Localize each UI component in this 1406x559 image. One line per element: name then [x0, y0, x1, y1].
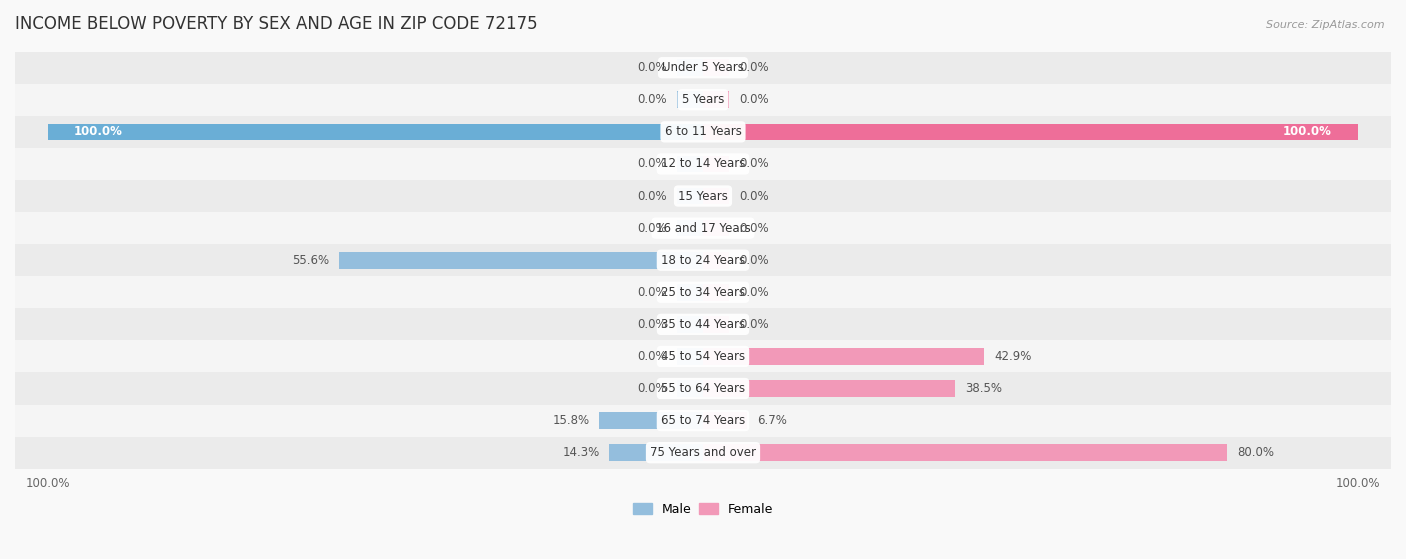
Text: 18 to 24 Years: 18 to 24 Years	[661, 254, 745, 267]
Text: 0.0%: 0.0%	[637, 382, 666, 395]
Text: 0.0%: 0.0%	[740, 221, 769, 235]
Bar	[15, 84, 1391, 116]
Bar	[609, 444, 703, 461]
Text: 0.0%: 0.0%	[740, 254, 769, 267]
Bar	[15, 405, 1391, 437]
Text: 0.0%: 0.0%	[740, 93, 769, 106]
Text: Under 5 Years: Under 5 Years	[662, 61, 744, 74]
Bar	[703, 220, 730, 236]
Bar	[676, 188, 703, 205]
Bar	[15, 309, 1391, 340]
Bar	[15, 340, 1391, 372]
Text: 0.0%: 0.0%	[637, 190, 666, 202]
Text: 45 to 54 Years: 45 to 54 Years	[661, 350, 745, 363]
Bar	[15, 244, 1391, 276]
Text: 65 to 74 Years: 65 to 74 Years	[661, 414, 745, 427]
Text: 6 to 11 Years: 6 to 11 Years	[665, 125, 741, 139]
Bar	[703, 412, 747, 429]
Bar	[676, 220, 703, 236]
Text: 0.0%: 0.0%	[740, 190, 769, 202]
Text: 25 to 34 Years: 25 to 34 Years	[661, 286, 745, 299]
Bar	[676, 380, 703, 397]
Text: 0.0%: 0.0%	[740, 286, 769, 299]
Legend: Male, Female: Male, Female	[628, 498, 778, 521]
Bar	[703, 59, 730, 76]
Bar	[15, 372, 1391, 405]
Text: Source: ZipAtlas.com: Source: ZipAtlas.com	[1267, 20, 1385, 30]
Text: 0.0%: 0.0%	[637, 286, 666, 299]
Text: 0.0%: 0.0%	[740, 61, 769, 74]
Text: 15 Years: 15 Years	[678, 190, 728, 202]
Text: 0.0%: 0.0%	[740, 318, 769, 331]
Bar	[339, 252, 703, 268]
Text: 0.0%: 0.0%	[637, 93, 666, 106]
Text: 55 to 64 Years: 55 to 64 Years	[661, 382, 745, 395]
Bar	[15, 437, 1391, 469]
Text: 100.0%: 100.0%	[1284, 125, 1331, 139]
Bar	[703, 284, 730, 301]
Text: 5 Years: 5 Years	[682, 93, 724, 106]
Text: 0.0%: 0.0%	[637, 350, 666, 363]
Bar	[703, 444, 1227, 461]
Text: 14.3%: 14.3%	[562, 446, 599, 459]
Text: 0.0%: 0.0%	[637, 221, 666, 235]
Text: 16 and 17 Years: 16 and 17 Years	[655, 221, 751, 235]
Text: 0.0%: 0.0%	[637, 158, 666, 170]
Text: 100.0%: 100.0%	[75, 125, 122, 139]
Bar	[676, 348, 703, 365]
Bar	[15, 276, 1391, 309]
Text: 75 Years and over: 75 Years and over	[650, 446, 756, 459]
Text: 6.7%: 6.7%	[756, 414, 786, 427]
Text: 35 to 44 Years: 35 to 44 Years	[661, 318, 745, 331]
Bar	[703, 380, 955, 397]
Bar	[676, 155, 703, 172]
Bar	[676, 284, 703, 301]
Bar	[676, 316, 703, 333]
Text: 55.6%: 55.6%	[291, 254, 329, 267]
Bar	[48, 124, 703, 140]
Bar	[599, 412, 703, 429]
Text: INCOME BELOW POVERTY BY SEX AND AGE IN ZIP CODE 72175: INCOME BELOW POVERTY BY SEX AND AGE IN Z…	[15, 15, 537, 33]
Text: 80.0%: 80.0%	[1237, 446, 1274, 459]
Bar	[703, 92, 730, 108]
Bar	[676, 59, 703, 76]
Text: 0.0%: 0.0%	[637, 318, 666, 331]
Bar	[703, 124, 1358, 140]
Bar	[15, 212, 1391, 244]
Bar	[15, 180, 1391, 212]
Bar	[703, 348, 984, 365]
Text: 0.0%: 0.0%	[637, 61, 666, 74]
Bar	[703, 188, 730, 205]
Bar	[15, 116, 1391, 148]
Text: 12 to 14 Years: 12 to 14 Years	[661, 158, 745, 170]
Text: 38.5%: 38.5%	[965, 382, 1002, 395]
Bar	[703, 252, 730, 268]
Bar	[15, 51, 1391, 84]
Bar	[15, 148, 1391, 180]
Bar	[703, 155, 730, 172]
Text: 0.0%: 0.0%	[740, 158, 769, 170]
Bar	[676, 92, 703, 108]
Text: 15.8%: 15.8%	[553, 414, 589, 427]
Bar	[703, 316, 730, 333]
Text: 42.9%: 42.9%	[994, 350, 1031, 363]
